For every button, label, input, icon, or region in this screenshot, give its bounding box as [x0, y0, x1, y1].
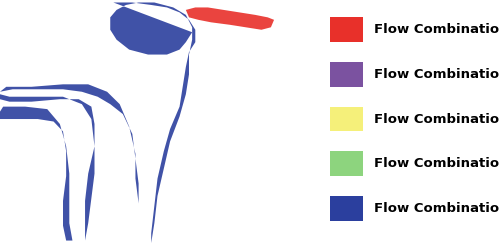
Text: Flow Combination 3: Flow Combination 3 [374, 113, 500, 125]
Text: Flow Combination 4: Flow Combination 4 [374, 157, 500, 170]
Text: Flow Combination 2: Flow Combination 2 [374, 68, 500, 81]
Text: Flow Combination 1: Flow Combination 1 [374, 23, 500, 36]
Bar [330, 17, 363, 42]
Text: Flow Combination 5: Flow Combination 5 [374, 202, 500, 215]
Bar [330, 107, 363, 131]
Polygon shape [186, 7, 274, 30]
Bar [330, 62, 363, 87]
Bar [330, 196, 363, 221]
Bar [330, 151, 363, 176]
Polygon shape [0, 2, 196, 243]
